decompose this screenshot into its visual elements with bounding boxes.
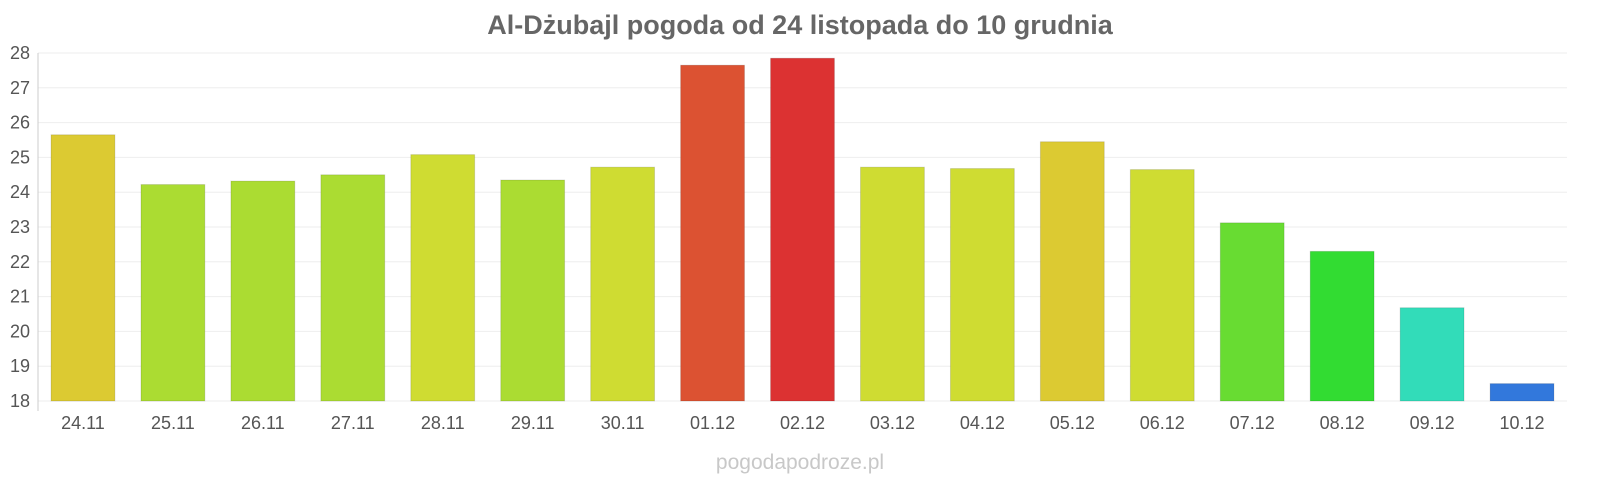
bar-02.12 (770, 57, 835, 402)
bar-27.11 (320, 174, 386, 402)
y-tick-label: 28 (10, 43, 30, 63)
bar-03.12 (860, 166, 925, 402)
x-tick-labels: 24.11 25.11 26.11 27.11 28.11 29.11 30.11 01.12… (61, 413, 1544, 433)
x-tick-label: 04.12 (960, 413, 1005, 433)
x-tick-label: 03.12 (870, 413, 915, 433)
x-tick-label: 24.11 (61, 413, 105, 433)
y-tick-label: 27 (10, 78, 30, 98)
x-tick-label: 10.12 (1500, 413, 1545, 433)
x-tick-label: 27.11 (331, 413, 375, 433)
bar-25.11 (140, 184, 206, 402)
x-tick-label: 28.11 (421, 413, 465, 433)
x-tick-label: 29.11 (511, 413, 555, 433)
y-tick-label: 25 (10, 147, 30, 167)
x-tick-label: 02.12 (780, 413, 825, 433)
y-tick-labels: 18 19 20 21 22 23 24 25 26 27 28 (10, 43, 30, 411)
y-tick-label: 20 (10, 321, 30, 341)
bar-10.12 (1489, 383, 1555, 402)
bar-06.12 (1129, 169, 1195, 402)
bar-26.11 (230, 180, 296, 402)
x-tick-label: 06.12 (1140, 413, 1185, 433)
bar-07.12 (1219, 222, 1285, 402)
bar-08.12 (1309, 250, 1375, 402)
x-tick-label: 25.11 (151, 413, 195, 433)
y-tick-label: 23 (10, 217, 30, 237)
chart-title: Al-Dżubajl pogoda od 24 listopada do 10 … (487, 10, 1113, 40)
y-tick-label: 21 (10, 287, 30, 307)
y-tick-label: 18 (10, 391, 30, 411)
x-tick-label: 05.12 (1050, 413, 1095, 433)
bar-01.12 (680, 64, 745, 402)
y-tick-label: 22 (10, 252, 30, 272)
x-tick-label: 08.12 (1320, 413, 1365, 433)
bar-09.12 (1399, 307, 1465, 402)
bar-05.12 (1039, 141, 1105, 402)
x-tick-label: 09.12 (1410, 413, 1455, 433)
bar-29.11 (500, 179, 566, 402)
bar-04.12 (949, 168, 1015, 402)
bars (50, 57, 1555, 402)
watermark: pogodapodroze.pl (715, 451, 885, 474)
y-tick-label: 19 (10, 356, 30, 376)
y-tick-label: 26 (10, 113, 30, 133)
y-tick-label: 24 (10, 182, 30, 202)
x-tick-label: 01.12 (690, 413, 735, 433)
bar-28.11 (410, 154, 476, 402)
bar-30.11 (590, 166, 656, 402)
x-tick-label: 30.11 (601, 413, 645, 433)
bar-24.11 (50, 134, 116, 402)
x-tick-label: 07.12 (1230, 413, 1275, 433)
x-tick-label: 26.11 (241, 413, 285, 433)
